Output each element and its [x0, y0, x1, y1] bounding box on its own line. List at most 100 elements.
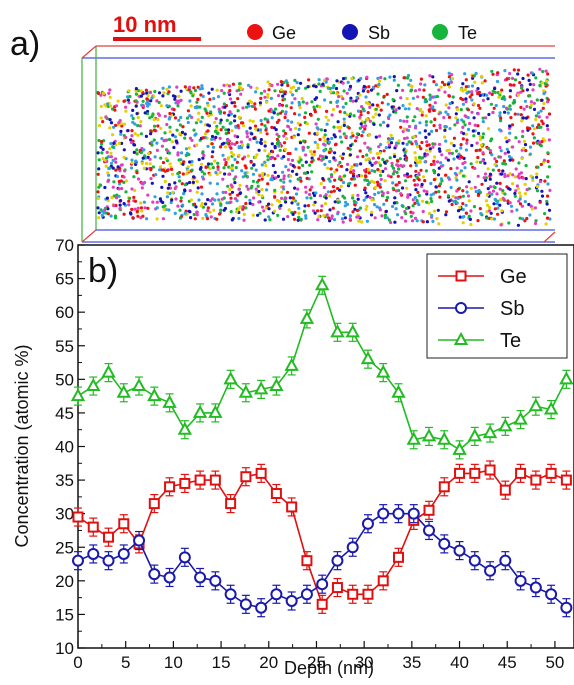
- atom: [145, 91, 149, 95]
- atom: [538, 180, 543, 184]
- atom: [415, 219, 419, 223]
- atom: [97, 158, 101, 162]
- atom: [167, 90, 171, 94]
- atom: [361, 89, 365, 93]
- atom: [420, 110, 425, 114]
- atom: [314, 85, 318, 89]
- atom: [117, 187, 121, 191]
- atom: [461, 125, 465, 129]
- atom: [230, 142, 234, 146]
- atom: [208, 167, 212, 171]
- atom: [204, 202, 208, 206]
- atom: [378, 169, 382, 173]
- atom: [263, 149, 267, 153]
- atom: [157, 100, 161, 105]
- atom: [141, 156, 145, 160]
- atom: [342, 212, 346, 216]
- atom: [316, 146, 320, 150]
- atom: [146, 94, 150, 98]
- atom: [399, 163, 403, 168]
- atom: [142, 166, 146, 170]
- atom: [109, 121, 114, 125]
- atom: [346, 146, 350, 150]
- atom: [122, 148, 126, 152]
- atom: [132, 175, 136, 179]
- y-tick-label: 45: [55, 404, 74, 423]
- atom: [365, 178, 369, 183]
- atom: [215, 217, 219, 221]
- te-point: [299, 310, 315, 324]
- atom: [232, 153, 236, 157]
- atom: [282, 97, 287, 101]
- atom: [363, 127, 367, 131]
- atom: [249, 85, 253, 89]
- atom: [452, 157, 456, 161]
- atom: [183, 189, 187, 193]
- atom: [478, 134, 482, 138]
- atom: [251, 119, 255, 123]
- atom: [406, 195, 410, 199]
- atom: [338, 135, 343, 139]
- atom: [283, 115, 287, 120]
- atom: [314, 191, 318, 195]
- atom: [167, 151, 171, 155]
- atom: [260, 163, 264, 167]
- atom: [489, 139, 493, 143]
- atom: [446, 176, 451, 180]
- atom: [440, 80, 445, 84]
- atom: [509, 204, 514, 208]
- atom: [135, 112, 139, 116]
- atom: [404, 212, 408, 216]
- atom: [382, 94, 386, 98]
- atom: [490, 192, 494, 196]
- atom: [532, 101, 537, 105]
- atom: [419, 168, 423, 172]
- atom: [455, 178, 459, 182]
- atom: [538, 67, 542, 71]
- atom: [461, 207, 465, 212]
- atom: [409, 78, 413, 82]
- atom: [237, 146, 241, 150]
- atom: [351, 210, 355, 214]
- legend-ge-label: Ge: [500, 266, 527, 288]
- atom: [313, 132, 317, 136]
- atom: [190, 168, 194, 172]
- atom: [355, 95, 359, 99]
- atom: [297, 215, 301, 219]
- atom: [528, 105, 533, 109]
- atom: [386, 195, 390, 200]
- atom: [182, 160, 186, 164]
- atom: [237, 216, 241, 221]
- atom: [498, 198, 502, 202]
- atom: [459, 88, 463, 92]
- atom: [542, 92, 546, 96]
- atom: [405, 115, 409, 119]
- atom: [307, 78, 311, 82]
- atom: [304, 171, 308, 175]
- atom: [395, 141, 399, 145]
- atom: [401, 129, 405, 134]
- atom: [173, 181, 177, 185]
- atom: [389, 175, 393, 179]
- atom: [470, 110, 474, 114]
- atom: [438, 149, 442, 153]
- atom: [294, 192, 299, 196]
- atom: [496, 206, 500, 210]
- atom: [209, 162, 214, 166]
- atom: [341, 105, 345, 109]
- atom: [252, 196, 256, 200]
- atom: [227, 84, 232, 88]
- atom: [329, 90, 333, 94]
- atom: [226, 131, 231, 135]
- atom: [188, 160, 192, 164]
- atom: [403, 107, 408, 111]
- atom: [397, 139, 401, 143]
- atom: [377, 145, 381, 149]
- atom: [425, 190, 429, 194]
- atom: [323, 202, 328, 206]
- atom: [373, 169, 377, 173]
- atom: [508, 83, 512, 87]
- atom: [264, 128, 268, 132]
- atom: [525, 188, 529, 192]
- atom: [130, 158, 134, 162]
